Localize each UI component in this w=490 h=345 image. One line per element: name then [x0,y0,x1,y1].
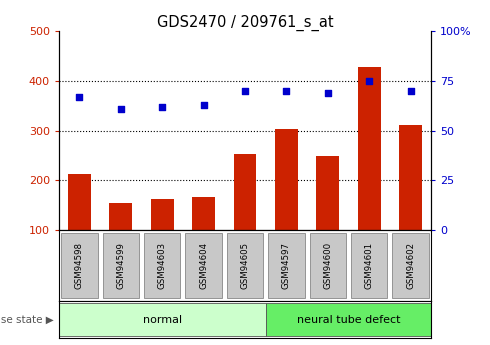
Point [324,90,332,96]
Text: GSM94605: GSM94605 [241,242,249,289]
Text: GSM94604: GSM94604 [199,242,208,289]
Point [117,106,125,111]
Point [282,88,290,93]
FancyBboxPatch shape [185,233,222,298]
Point [365,78,373,83]
Point [158,104,166,109]
Text: GSM94601: GSM94601 [365,242,374,289]
Point [200,102,208,107]
FancyBboxPatch shape [144,233,180,298]
Text: GSM94602: GSM94602 [406,242,415,289]
Point [75,94,83,99]
Title: GDS2470 / 209761_s_at: GDS2470 / 209761_s_at [157,15,333,31]
FancyBboxPatch shape [310,233,346,298]
Text: GSM94597: GSM94597 [282,242,291,289]
Bar [109,203,132,280]
FancyBboxPatch shape [392,233,429,298]
FancyBboxPatch shape [227,233,263,298]
FancyBboxPatch shape [266,303,431,336]
Bar [192,197,215,280]
Text: GSM94599: GSM94599 [116,242,125,289]
Bar [151,199,173,280]
Bar [399,125,422,280]
Text: GSM94600: GSM94600 [323,242,332,289]
Text: GSM94598: GSM94598 [75,242,84,289]
FancyBboxPatch shape [61,233,98,298]
Text: neural tube defect: neural tube defect [296,315,400,325]
Text: disease state ▶: disease state ▶ [0,315,54,325]
Point [407,88,415,93]
Bar [358,67,381,280]
FancyBboxPatch shape [351,233,387,298]
Bar [234,155,256,280]
FancyBboxPatch shape [268,233,305,298]
Text: normal: normal [143,315,182,325]
Bar [68,174,91,280]
Text: GSM94603: GSM94603 [158,242,167,289]
FancyBboxPatch shape [103,233,139,298]
FancyBboxPatch shape [59,303,266,336]
Point [241,88,249,93]
Bar [275,129,298,280]
Bar [317,156,339,280]
